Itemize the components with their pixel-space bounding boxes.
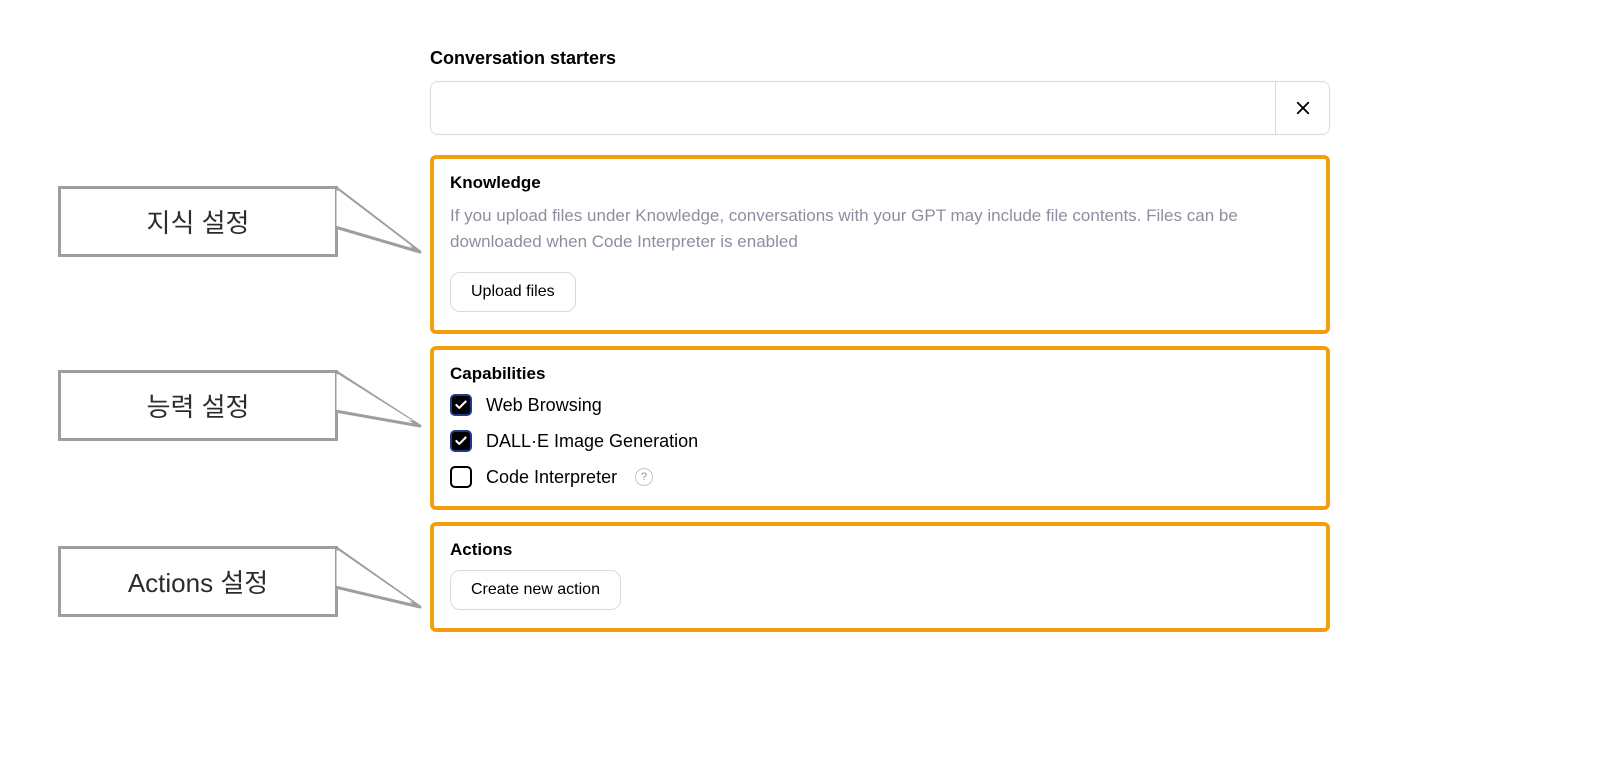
create-action-button[interactable]: Create new action [450,570,621,610]
checkbox-checked-icon [450,394,472,416]
upload-files-button[interactable]: Upload files [450,272,576,312]
capability-label: Web Browsing [486,395,602,416]
callout-pointer-icon [335,371,425,441]
actions-section: Actions Create new action [430,522,1330,632]
callout-label: Actions 설정 [58,546,338,617]
callout-label: 능력 설정 [58,370,338,441]
callout-label: 지식 설정 [58,186,338,257]
conversation-starter-row [430,81,1330,135]
callout-knowledge: 지식 설정 [58,186,425,257]
conversation-starter-input[interactable] [430,81,1276,135]
capability-dalle[interactable]: DALL·E Image Generation [450,430,1310,452]
capability-label: DALL·E Image Generation [486,431,698,452]
help-icon[interactable]: ? [635,468,653,486]
capability-label: Code Interpreter [486,467,617,488]
close-icon [1294,99,1312,117]
callout-pointer-icon [335,187,425,257]
checkbox-checked-icon [450,430,472,452]
remove-starter-button[interactable] [1276,81,1330,135]
callout-pointer-icon [335,547,425,617]
knowledge-description: If you upload files under Knowledge, con… [450,203,1310,254]
knowledge-section: Knowledge If you upload files under Know… [430,155,1330,334]
capabilities-section: Capabilities Web Browsing DALL·E Image G… [430,346,1330,510]
checkbox-unchecked-icon [450,466,472,488]
capability-code-interpreter[interactable]: Code Interpreter ? [450,466,1310,488]
capability-web-browsing[interactable]: Web Browsing [450,394,1310,416]
knowledge-title: Knowledge [450,173,1310,193]
conversation-starters-title: Conversation starters [430,48,1330,69]
actions-title: Actions [450,540,1310,560]
capabilities-title: Capabilities [450,364,1310,384]
callout-capabilities: 능력 설정 [58,370,425,441]
settings-panel: Conversation starters Knowledge If you u… [430,48,1330,644]
callout-actions: Actions 설정 [58,546,425,617]
